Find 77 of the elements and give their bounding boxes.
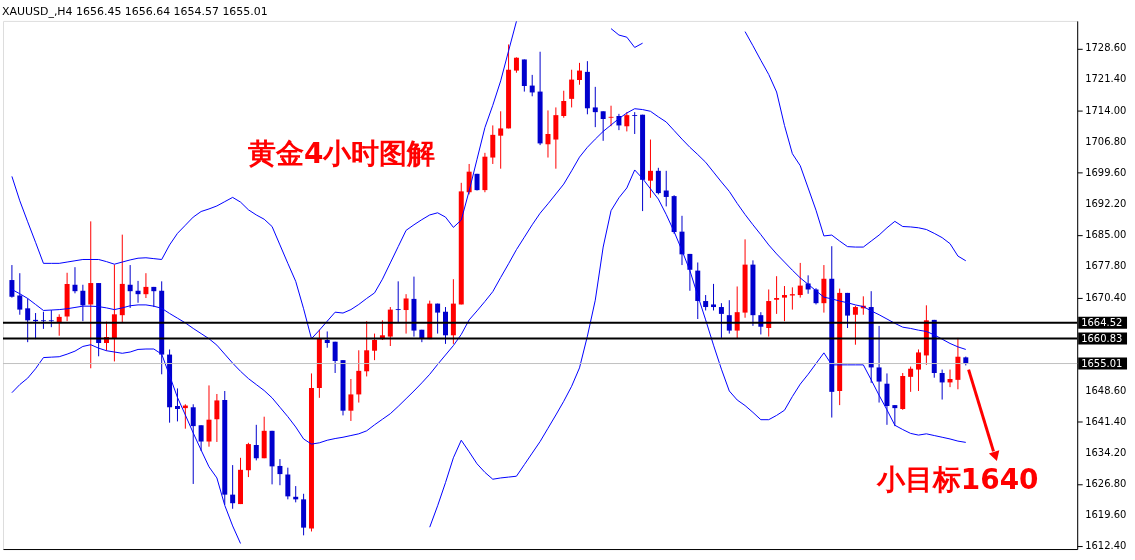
candlestick bbox=[647, 139, 653, 199]
candlestick bbox=[781, 285, 787, 322]
candlestick bbox=[403, 293, 409, 335]
candlestick bbox=[797, 262, 803, 299]
candlestick bbox=[718, 302, 724, 339]
y-tick-label: 1728.60 bbox=[1085, 42, 1127, 54]
ref-line-label: 1660.83 bbox=[1081, 332, 1123, 344]
candlestick bbox=[624, 111, 630, 132]
candlestick bbox=[17, 272, 23, 316]
candlestick bbox=[545, 109, 551, 159]
candlestick bbox=[111, 264, 117, 362]
candlestick bbox=[214, 393, 220, 443]
candlestick bbox=[726, 299, 732, 335]
candlestick bbox=[569, 69, 575, 108]
candlestick bbox=[908, 366, 914, 393]
candlestick bbox=[498, 110, 504, 170]
y-tick-label: 1699.60 bbox=[1085, 166, 1127, 178]
y-tick-label: 1685.00 bbox=[1085, 229, 1127, 241]
y-tick-label: 1626.80 bbox=[1085, 478, 1127, 490]
y-tick-label: 1677.80 bbox=[1085, 259, 1127, 271]
candlestick bbox=[490, 124, 496, 165]
y-tick-label: 1634.20 bbox=[1085, 446, 1127, 458]
candlestick bbox=[876, 325, 882, 404]
candlestick bbox=[663, 170, 669, 207]
y-tick-label: 1692.20 bbox=[1085, 198, 1127, 210]
candlestick bbox=[190, 403, 196, 485]
candlestick bbox=[632, 111, 638, 135]
candlestick bbox=[655, 167, 661, 195]
line-series bbox=[11, 108, 967, 445]
candlestick bbox=[852, 305, 858, 346]
y-tick-label: 1619.60 bbox=[1085, 509, 1127, 521]
candlestick bbox=[939, 369, 945, 401]
chart-title: XAUUSD_,H4 1656.45 1656.64 1654.57 1655.01 bbox=[1, 4, 268, 18]
candlestick bbox=[774, 275, 780, 315]
candlestick bbox=[916, 348, 921, 392]
candlestick bbox=[56, 313, 62, 337]
candlestick bbox=[88, 220, 94, 369]
candlestick bbox=[277, 458, 283, 486]
candlestick bbox=[285, 467, 291, 500]
y-tick-label: 1641.40 bbox=[1085, 415, 1127, 427]
candlestick bbox=[435, 303, 441, 335]
annotation: 黄金4小时图解 bbox=[247, 137, 436, 171]
candlestick bbox=[600, 110, 606, 142]
candlestick bbox=[443, 306, 448, 345]
annotation: 小目标1640 bbox=[875, 463, 1039, 497]
candlestick bbox=[734, 285, 740, 339]
candlestick bbox=[356, 349, 362, 404]
candlestick bbox=[253, 424, 259, 461]
ref-line-label: 1655.01 bbox=[1081, 357, 1123, 369]
candlestick bbox=[174, 387, 180, 422]
candlestick bbox=[72, 266, 78, 294]
candlestick bbox=[9, 264, 15, 299]
candlestick bbox=[80, 284, 86, 322]
candlestick bbox=[592, 86, 598, 128]
candlestick bbox=[372, 333, 378, 361]
candlestick bbox=[884, 372, 890, 426]
y-tick-label: 1612.40 bbox=[1085, 540, 1127, 552]
y-tick-label: 1714.00 bbox=[1085, 104, 1127, 116]
candlestick bbox=[332, 341, 338, 374]
candlestick bbox=[711, 283, 717, 311]
candlestick bbox=[845, 292, 851, 329]
candlestick bbox=[395, 280, 401, 323]
y-tick-label: 1706.80 bbox=[1085, 135, 1127, 147]
candlestick bbox=[230, 464, 236, 510]
candlestick bbox=[127, 264, 133, 309]
candlestick bbox=[198, 424, 204, 452]
candlestick bbox=[348, 378, 354, 422]
candlestick bbox=[143, 272, 149, 299]
candlestick bbox=[25, 297, 31, 343]
y-tick-label: 1721.40 bbox=[1085, 73, 1127, 85]
ref-line-label: 1664.52 bbox=[1081, 316, 1123, 328]
candlestick bbox=[577, 62, 582, 86]
candlestick bbox=[608, 105, 614, 127]
y-tick-label: 1648.60 bbox=[1085, 384, 1127, 396]
y-tick-label: 1670.40 bbox=[1085, 291, 1127, 303]
candlestick bbox=[364, 320, 370, 377]
candlestick bbox=[561, 90, 567, 119]
